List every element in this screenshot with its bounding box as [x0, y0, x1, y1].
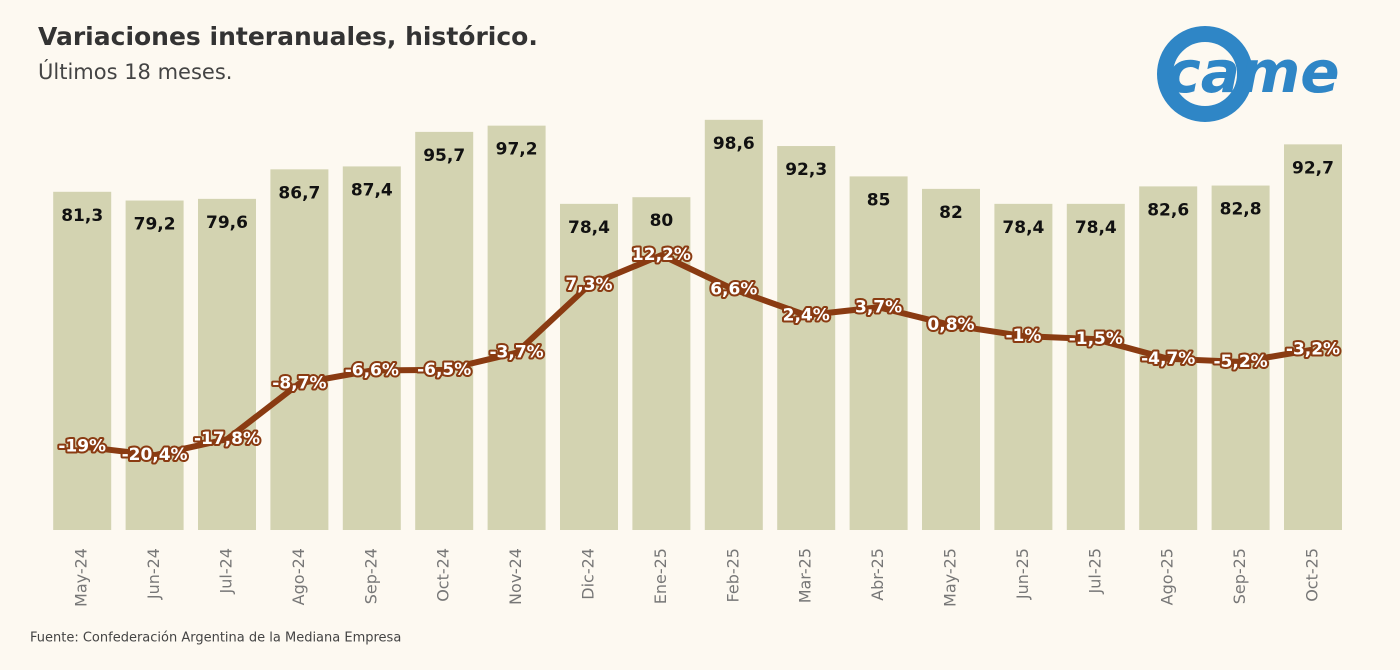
line-value-label: 6,6%: [710, 279, 757, 299]
line-value-label: 7,3%: [565, 275, 612, 295]
bar-value-label: 79,2: [134, 215, 176, 235]
line-value-label: 12,2%: [632, 245, 691, 265]
line-value-label: -5,2%: [1213, 352, 1267, 372]
x-tick-label: Jul-24: [217, 548, 236, 594]
logo-ring: [1157, 26, 1253, 122]
bar-value-label: 92,3: [785, 160, 827, 180]
line-value-label: -1%: [1005, 326, 1041, 346]
bar-value-label: 78,4: [568, 218, 610, 238]
bar-value-label: 82: [939, 203, 963, 223]
x-tick-label: May-25: [941, 548, 960, 607]
x-tick-label: Ago-24: [289, 548, 308, 605]
bar-value-label: 86,7: [278, 183, 320, 203]
line-value-label: -4,7%: [1141, 349, 1195, 369]
bar-value-label: 82,6: [1147, 200, 1189, 220]
bar-value-label: 82,8: [1220, 200, 1262, 220]
bar-value-label: 97,2: [496, 140, 538, 160]
bar: [487, 125, 546, 530]
bar-value-label: 78,4: [1075, 218, 1117, 238]
x-tick-label: Jun-25: [1013, 548, 1032, 600]
x-tick-label: Feb-25: [723, 548, 742, 602]
line-value-label: 3,7%: [855, 297, 902, 317]
bar: [994, 203, 1053, 530]
line-value-label: -6,5%: [417, 360, 471, 380]
bar-value-label: 78,4: [1002, 218, 1044, 238]
x-tick-label: Sep-25: [1230, 548, 1249, 604]
bar: [560, 203, 618, 530]
line-value-label: -3,2%: [1286, 340, 1340, 360]
x-tick-label: Ene-25: [651, 548, 670, 604]
bar: [198, 198, 256, 530]
x-tick-label: Oct-25: [1303, 548, 1322, 602]
x-tick-label: Sep-24: [361, 548, 380, 604]
line-value-label: -17,8%: [194, 429, 260, 449]
bar: [849, 176, 908, 530]
bar-value-label: 98,6: [713, 134, 755, 154]
logo: came: [1157, 26, 1340, 122]
bar-value-label: 95,7: [423, 146, 465, 166]
x-tick-label: Nov-24: [506, 548, 525, 605]
line-value-label: -19%: [58, 437, 106, 457]
bar: [270, 169, 329, 530]
bar: [342, 166, 401, 530]
x-tick-label: Oct-24: [434, 548, 453, 602]
chart-subtitle: Últimos 18 meses.: [38, 59, 232, 84]
source-note: Fuente: Confederación Argentina de la Me…: [30, 631, 401, 646]
line-value-label: -6,6%: [345, 360, 399, 380]
bar-value-label: 79,6: [206, 213, 248, 233]
line-value-label: -8,7%: [272, 373, 326, 393]
bar: [1284, 144, 1342, 531]
x-tick-label: May-24: [72, 548, 91, 607]
bar-value-label: 81,3: [61, 206, 103, 226]
x-tick-label: Dic-24: [579, 548, 598, 600]
chart-title: Variaciones interanuales, histórico.: [38, 22, 538, 51]
bar: [777, 146, 836, 531]
line-value-label: 2,4%: [783, 305, 830, 325]
logo-text: came: [1166, 38, 1339, 106]
bar: [415, 131, 474, 530]
line-value-label: -3,7%: [489, 343, 543, 363]
x-tick-label: Jun-24: [144, 548, 163, 600]
x-tick-label: Ago-25: [1158, 548, 1177, 605]
line-value-label: 0,8%: [927, 315, 974, 335]
bar-value-label: 87,4: [351, 180, 393, 200]
bar-value-label: 85: [867, 190, 891, 210]
bar-value-label: 80: [650, 211, 674, 231]
x-tick-label: Mar-25: [796, 548, 815, 603]
line-value-label: -20,4%: [122, 445, 188, 465]
x-tick-label: Abr-25: [868, 548, 887, 601]
x-tick-label: Jul-25: [1085, 548, 1104, 594]
bar: [53, 191, 112, 531]
line-value-label: -1,5%: [1069, 329, 1123, 349]
bar: [125, 200, 184, 530]
bar-value-label: 92,7: [1292, 158, 1334, 178]
bar: [704, 119, 763, 530]
bar: [922, 188, 980, 530]
line: [81, 252, 1314, 459]
bar: [1066, 203, 1125, 530]
